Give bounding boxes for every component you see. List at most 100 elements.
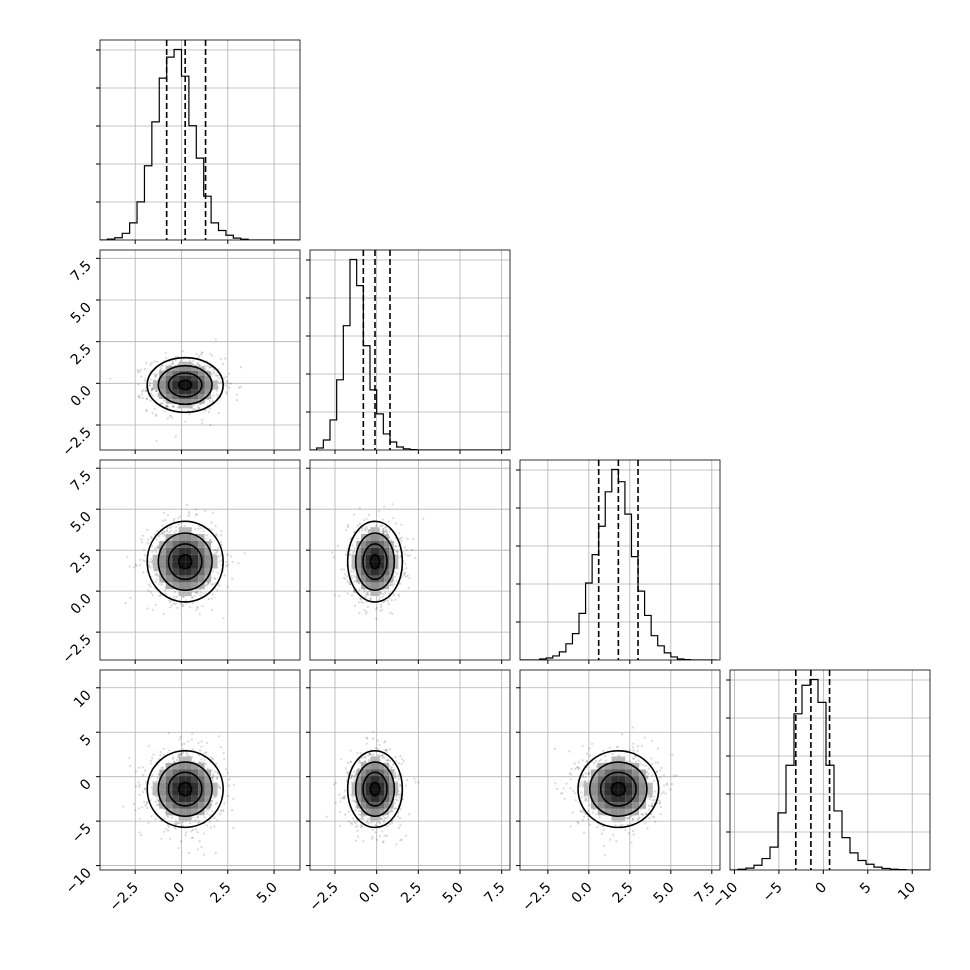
x-tick-label-2-2: 2.5 <box>610 880 637 907</box>
panel-frame <box>99 249 301 451</box>
histogram-steps <box>310 258 510 450</box>
contour-0 <box>610 781 627 797</box>
y-tick-label-1-0: −2.5 <box>59 425 94 460</box>
contours <box>146 356 224 414</box>
panel-frame <box>519 669 721 871</box>
x-tick-label-1-0: −2.5 <box>306 880 341 915</box>
hist-panel-3 <box>726 669 931 874</box>
contour-outer <box>146 520 224 603</box>
y-tick-label-2-3: 5.0 <box>68 509 95 536</box>
y-tick-label-1-4: 7.5 <box>68 258 95 285</box>
contour-outer <box>146 750 224 829</box>
contours <box>146 750 224 829</box>
y-tick-label-3-3: 5 <box>77 732 95 750</box>
contour-1 <box>599 771 637 807</box>
x-tick-label-0-2: 2.5 <box>208 880 235 907</box>
contour-2 <box>354 761 396 817</box>
histogram-steps <box>730 678 930 870</box>
density-fill <box>583 756 653 822</box>
contour-1 <box>167 771 203 807</box>
grid <box>310 670 510 870</box>
grid <box>100 40 300 240</box>
contour-2 <box>157 761 213 817</box>
contour-1 <box>362 543 388 581</box>
y-tick-label-1-3: 5.0 <box>68 300 95 327</box>
x-tick-label-0-0: −2.5 <box>107 880 142 915</box>
scatter-panel-2-0 <box>96 459 301 664</box>
hist-panel-2 <box>516 459 721 664</box>
panel-frame <box>99 39 301 241</box>
contour-1 <box>362 771 388 807</box>
grid <box>310 460 510 660</box>
panel-frame <box>309 459 511 661</box>
panel-frame <box>99 459 301 661</box>
scatter-panel-1-0 <box>96 249 301 454</box>
x-tick-label-2-3: 5.0 <box>651 880 678 907</box>
y-tick-label-3-1: −5 <box>69 821 95 847</box>
grid <box>520 460 720 660</box>
contour-1 <box>167 543 203 581</box>
y-tick-label-3-4: 10 <box>71 687 95 711</box>
scatter-panel-2-1 <box>306 459 511 664</box>
grid <box>730 670 930 870</box>
scatter-panel-3-1 <box>306 669 511 874</box>
x-tick-label-3-0: −10 <box>709 880 741 912</box>
contour-2 <box>157 364 213 406</box>
x-tick-label-2-0: −2.5 <box>519 880 554 915</box>
contour-2 <box>157 532 213 591</box>
x-tick-label-1-1: 0.0 <box>356 880 383 907</box>
panel-frame <box>309 669 511 871</box>
contour-1 <box>167 372 203 398</box>
density-fill <box>152 756 218 822</box>
scatter-panel-3-0 <box>96 669 301 874</box>
scatter-panel-3-2 <box>516 669 721 874</box>
grid <box>100 460 300 660</box>
x-tick-label-0-3: 5.0 <box>254 880 281 907</box>
y-tick-label-2-4: 7.5 <box>68 468 95 495</box>
y-tick-label-1-1: 0.0 <box>68 383 95 410</box>
contour-2 <box>354 532 396 591</box>
y-tick-label-2-1: 0.0 <box>68 591 95 618</box>
contour-outer <box>577 750 660 829</box>
x-tick-label-1-2: 2.5 <box>398 880 425 907</box>
y-tick-label-3-2: 0 <box>77 776 95 794</box>
panel-frame <box>99 669 301 871</box>
x-tick-label-3-4: 10 <box>895 880 919 904</box>
y-tick-label-2-0: −2.5 <box>59 632 94 667</box>
contours <box>577 750 660 829</box>
x-tick-label-3-2: 0 <box>813 880 831 898</box>
contours <box>346 750 404 829</box>
x-tick-label-1-4: 7.5 <box>481 880 508 907</box>
density-fill <box>351 527 399 597</box>
hist-panel-0 <box>96 39 301 244</box>
density-fill <box>152 527 218 597</box>
contour-outer <box>146 356 224 414</box>
contour-0 <box>177 379 193 391</box>
contour-0 <box>369 781 381 797</box>
grid <box>310 250 510 450</box>
contour-outer <box>346 520 404 603</box>
hist-panel-1 <box>306 249 511 454</box>
y-tick-label-1-2: 2.5 <box>68 341 95 368</box>
grid <box>100 250 300 450</box>
y-tick-label-3-0: −10 <box>63 865 95 897</box>
x-tick-label-2-1: 0.0 <box>569 880 596 907</box>
x-tick-label-1-3: 5.0 <box>440 880 467 907</box>
contour-2 <box>589 761 648 817</box>
histogram-steps <box>100 48 300 240</box>
x-tick-label-3-1: −5 <box>760 880 786 906</box>
contour-0 <box>369 553 381 570</box>
contours <box>346 520 404 603</box>
contour-outer <box>346 750 404 829</box>
x-tick-label-3-3: 5 <box>857 880 875 898</box>
panel-frame <box>519 459 721 661</box>
contours <box>146 520 224 603</box>
panel-frame <box>729 669 931 871</box>
y-tick-label-2-2: 2.5 <box>68 550 95 577</box>
density-fill <box>152 361 218 409</box>
contour-0 <box>177 553 193 570</box>
panel-frame <box>309 249 511 451</box>
contour-0 <box>177 781 193 797</box>
x-tick-label-0-1: 0.0 <box>161 880 188 907</box>
